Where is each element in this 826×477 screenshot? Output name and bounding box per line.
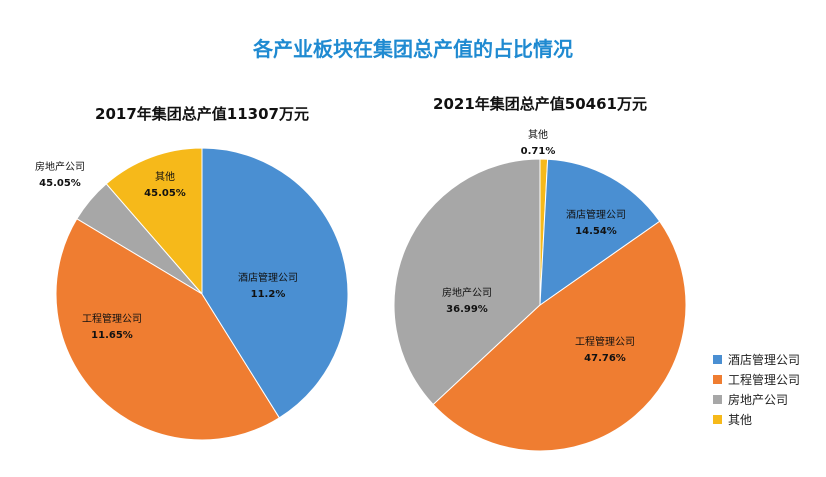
slice-label-2021-engineering: 工程管理公司 [575, 335, 635, 348]
pie-slice-2021-engineering [432, 220, 687, 452]
slice-value-2017-other: 45.05% [144, 188, 186, 199]
legend-label-engineering: 工程管理公司 [728, 372, 801, 387]
legend-item-real-estate: 房地产公司 [713, 389, 800, 409]
slice-label-2021-real-estate: 房地产公司 [442, 286, 492, 299]
legend: 酒店管理公司 工程管理公司 房地产公司 其他 [713, 349, 800, 429]
legend-swatch-hotel [713, 354, 722, 364]
slice-value-2017-real-estate: 45.05% [39, 178, 81, 189]
slice-label-2017-other: 其他 [155, 170, 175, 183]
main-title: 各产业板块在集团总产值的占比情况 [253, 37, 573, 61]
pie-slice-2017-engineering [55, 218, 281, 441]
pie-slice-2017-other [105, 147, 203, 296]
slice-value-2017-hotel: 11.2% [251, 289, 286, 300]
legend-item-other: 其他 [713, 409, 800, 429]
slice-label-2017-hotel: 酒店管理公司 [238, 271, 298, 284]
slice-label-2017-real-estate: 房地产公司 [35, 160, 85, 173]
slice-value-2021-other: 0.71% [521, 146, 556, 157]
slice-value-2021-engineering: 47.76% [584, 353, 626, 364]
slice-value-2021-real-estate: 36.99% [446, 304, 488, 315]
slice-label-2017-engineering: 工程管理公司 [82, 312, 142, 325]
legend-label-other: 其他 [728, 412, 753, 427]
pie-slice-2021-hotel [539, 158, 661, 306]
pie-chart-2021: 2021年集团总产值50461万元 酒店管理公司 14.54% 工程管理公司 47.7… [393, 95, 687, 452]
pie-slice-2017-hotel [201, 147, 349, 419]
pie-chart-2017: 2017年集团总产值11307万元 酒店管理公司 11.2% 工程管理公司 11.65… [35, 105, 349, 441]
slice-value-2021-hotel: 14.54% [575, 226, 617, 237]
slice-label-2021-other: 其他 [528, 128, 548, 141]
legend-label-hotel: 酒店管理公司 [728, 352, 801, 367]
chart-title-2017: 2017年集团总产值11307万元 [95, 105, 309, 123]
legend-item-engineering: 工程管理公司 [713, 369, 800, 389]
slice-value-2017-engineering: 11.65% [91, 330, 133, 341]
pie-slice-2021-real-estate [393, 158, 541, 406]
legend-swatch-real-estate [713, 394, 722, 404]
legend-swatch-engineering [713, 374, 722, 384]
legend-item-hotel: 酒店管理公司 [713, 349, 800, 369]
slice-label-2021-hotel: 酒店管理公司 [566, 208, 626, 221]
legend-label-real-estate: 房地产公司 [728, 392, 789, 407]
legend-swatch-other [713, 414, 722, 424]
chart-title-2021: 2021年集团总产值50461万元 [433, 95, 647, 113]
